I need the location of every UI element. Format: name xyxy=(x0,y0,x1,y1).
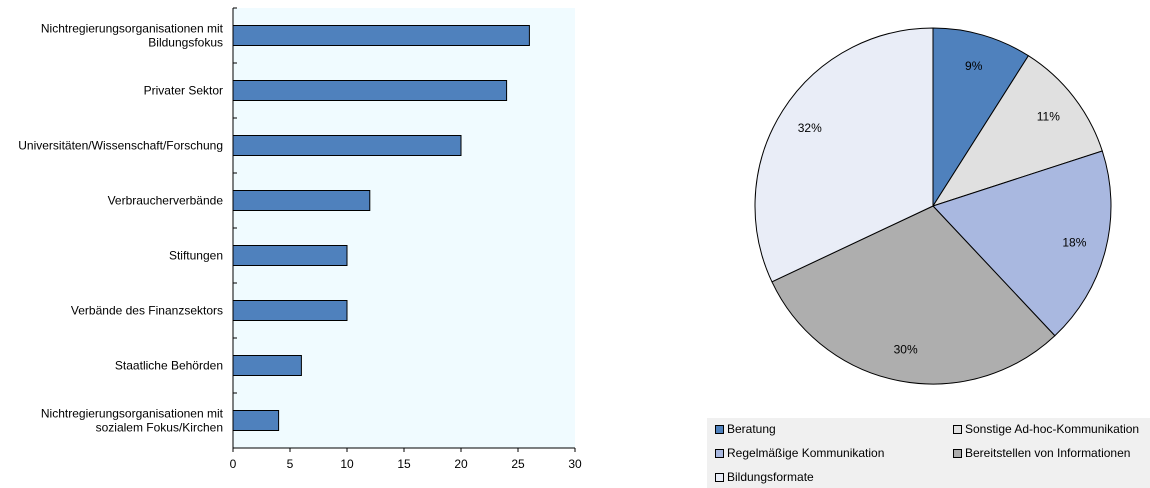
pie-slice xyxy=(932,55,1103,207)
pie-slice xyxy=(754,27,934,283)
legend-label: Sonstige Ad-hoc-Kommunikation xyxy=(965,422,1140,436)
bar xyxy=(232,245,348,266)
slice-label: 18% xyxy=(1062,235,1086,249)
x-tick-label: 5 xyxy=(287,457,294,471)
pie-slice xyxy=(932,150,1112,337)
x-tick-label: 15 xyxy=(397,457,411,471)
legend-swatch xyxy=(715,449,724,458)
category-label: Verbraucherverbände xyxy=(108,194,224,208)
slice-label: 11% xyxy=(1037,110,1060,124)
legend-swatch xyxy=(715,473,724,482)
pie-chart: 9% 11% 18% 30% 32% xyxy=(754,27,1112,385)
legend-item: Bildungsformate xyxy=(715,470,814,484)
legend-swatch xyxy=(953,449,962,458)
bar xyxy=(232,355,302,376)
x-tick-label: 30 xyxy=(568,457,582,471)
legend-swatch xyxy=(715,425,724,434)
legend-label: Bereitstellen von Informationen xyxy=(965,446,1131,460)
category-label: Nichtregierungsorganisationen mit Bildung… xyxy=(41,22,224,50)
bar xyxy=(232,135,462,156)
bar xyxy=(232,190,371,211)
legend-item: Sonstige Ad-hoc-Kommunikation xyxy=(953,422,1139,436)
bar xyxy=(232,80,508,101)
category-label: Privater Sektor xyxy=(144,84,223,98)
category-label: Stiftungen xyxy=(169,249,223,263)
category-label: Universitäten/Wissenschaft/Forschung xyxy=(18,139,223,153)
x-tick-label: 10 xyxy=(340,457,354,471)
pie-slice xyxy=(771,205,1056,385)
x-tick-label: 25 xyxy=(511,457,525,471)
legend-label: Beratung xyxy=(727,422,776,436)
legend-swatch xyxy=(953,425,962,434)
category-label: Staatliche Behörden xyxy=(115,359,223,373)
legend-item: Beratung xyxy=(715,422,776,436)
legend-label: Bildungsformate xyxy=(727,470,814,484)
slice-label: 9% xyxy=(965,59,983,73)
x-tick-label: 20 xyxy=(454,457,468,471)
slice-label: 32% xyxy=(798,121,822,135)
bar-chart: Nichtregierungsorganisationen mit Bildung… xyxy=(18,7,582,471)
legend-item: Regelmäßige Kommunikation xyxy=(715,446,884,460)
pie-legend: Beratung Sonstige Ad-hoc-Kommunikation Reg… xyxy=(707,418,1150,488)
x-tick-label: 0 xyxy=(230,457,237,471)
bar xyxy=(232,300,348,321)
slice-label: 30% xyxy=(894,342,918,356)
bar xyxy=(232,410,280,431)
category-label: Verbände des Finanzsektors xyxy=(71,304,223,318)
pie-slice xyxy=(932,27,1029,207)
legend-label: Regelmäßige Kommunikation xyxy=(727,446,885,460)
bar xyxy=(232,25,530,46)
category-label: Nichtregierungsorganisationen mit soziale… xyxy=(41,407,224,435)
plot-area xyxy=(233,8,575,448)
legend-item: Bereitstellen von Informationen xyxy=(953,446,1130,460)
